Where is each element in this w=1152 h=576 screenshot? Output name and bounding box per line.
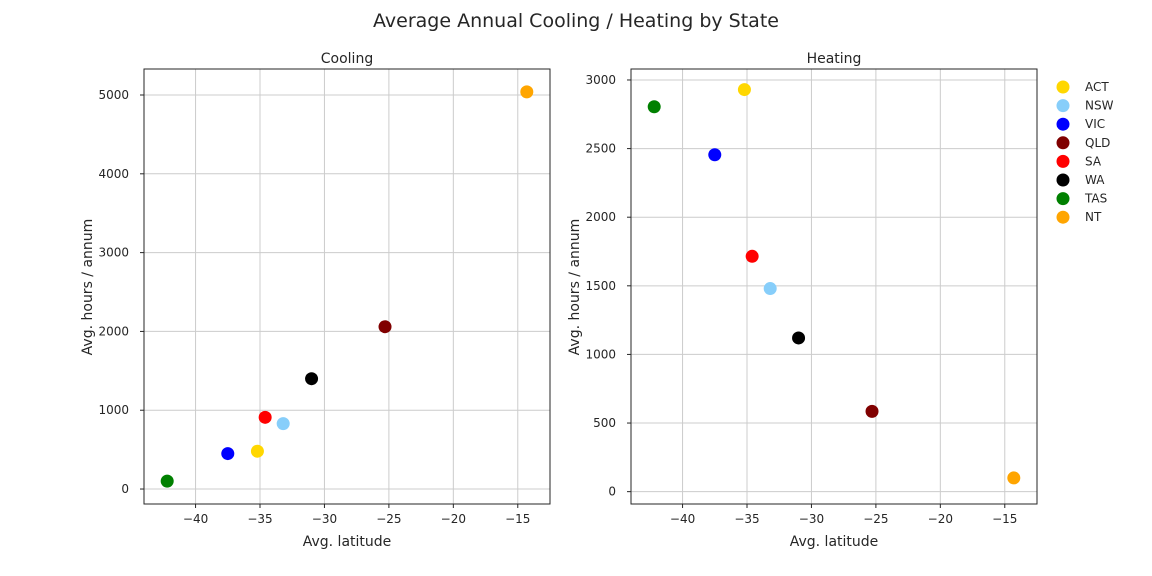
- legend-label-wa: WA: [1085, 173, 1105, 187]
- heating-y-tick-label: 3000: [585, 73, 616, 87]
- legend-label-vic: VIC: [1085, 117, 1105, 131]
- legend-label-act: ACT: [1085, 80, 1109, 94]
- heating-y-tick-label: 1000: [585, 347, 616, 361]
- cooling-x-tick-label: −20: [441, 512, 466, 526]
- legend-label-sa: SA: [1085, 154, 1102, 168]
- heating-point-act: [737, 83, 751, 97]
- legend-label-qld: QLD: [1085, 136, 1110, 150]
- heating-point-tas: [647, 100, 661, 114]
- cooling-x-tick-label: −30: [312, 512, 337, 526]
- cooling-y-tick-label: 4000: [98, 167, 129, 181]
- legend-marker-qld: [1056, 136, 1070, 150]
- heating-x-tick-label: −35: [734, 512, 759, 526]
- legend: ACT NSW VIC QLD SA WA TAS NT: [1056, 80, 1114, 224]
- heating-x-tick-label: −40: [670, 512, 695, 526]
- cooling-point-vic: [221, 447, 235, 461]
- legend-label-nsw: NSW: [1085, 99, 1114, 113]
- cooling-plot-frame: [143, 68, 551, 505]
- heating-point-sa: [745, 249, 759, 263]
- cooling-point-wa: [305, 372, 319, 386]
- cooling-x-axis-label: Avg. latitude: [303, 534, 392, 550]
- cooling-x-tick-label: −25: [376, 512, 401, 526]
- cooling-y-tick-label: 1000: [98, 403, 129, 417]
- cooling-y-tick-label: 0: [121, 482, 129, 496]
- heating-plot-frame: [630, 68, 1038, 505]
- cooling-point-sa: [258, 410, 272, 424]
- cooling-y-axis-label: Avg. hours / annum: [80, 219, 96, 356]
- chart-title: Average Annual Cooling / Heating by Stat…: [373, 10, 779, 32]
- heating-y-tick-label: 500: [593, 416, 616, 430]
- heating-y-tick-label: 2500: [585, 142, 616, 156]
- heating-point-wa: [792, 331, 806, 345]
- cooling-y-tick-label: 3000: [98, 246, 129, 260]
- legend-marker-sa: [1056, 154, 1070, 168]
- heating-y-tick-label: 1500: [585, 279, 616, 293]
- heating-point-vic: [708, 148, 722, 162]
- cooling-point-qld: [378, 320, 392, 334]
- legend-label-nt: NT: [1085, 210, 1102, 224]
- heating-x-axis-label: Avg. latitude: [790, 534, 879, 550]
- cooling-panel: Cooling Avg. latitude Avg. hours / annum…: [80, 51, 551, 550]
- legend-marker-wa: [1056, 173, 1070, 187]
- heating-x-tick-label: −20: [928, 512, 953, 526]
- cooling-x-tick-label: −35: [247, 512, 272, 526]
- heating-y-tick-label: 0: [608, 485, 616, 499]
- legend-marker-tas: [1056, 192, 1070, 206]
- heating-point-qld: [865, 404, 879, 418]
- heating-y-axis-label: Avg. hours / annum: [567, 219, 583, 356]
- legend-marker-nsw: [1056, 99, 1070, 113]
- heating-x-tick-label: −15: [992, 512, 1017, 526]
- heating-panel-title: Heating: [807, 51, 862, 67]
- cooling-point-tas: [160, 474, 174, 488]
- legend-marker-vic: [1056, 117, 1070, 131]
- heating-point-nt: [1007, 471, 1021, 485]
- cooling-x-tick-label: −15: [505, 512, 530, 526]
- legend-marker-act: [1056, 80, 1070, 94]
- legend-label-tas: TAS: [1084, 192, 1107, 206]
- cooling-panel-title: Cooling: [321, 51, 373, 67]
- cooling-point-act: [250, 444, 264, 458]
- heating-x-tick-label: −25: [863, 512, 888, 526]
- cooling-point-nsw: [276, 417, 290, 431]
- heating-x-tick-label: −30: [799, 512, 824, 526]
- heating-y-tick-label: 2000: [585, 210, 616, 224]
- cooling-point-nt: [520, 85, 534, 99]
- cooling-y-tick-label: 2000: [98, 324, 129, 338]
- legend-marker-nt: [1056, 210, 1070, 224]
- heating-point-nsw: [763, 282, 777, 296]
- cooling-y-tick-label: 5000: [98, 88, 129, 102]
- heating-panel: Heating Avg. latitude Avg. hours / annum…: [567, 51, 1038, 550]
- cooling-x-tick-label: −40: [183, 512, 208, 526]
